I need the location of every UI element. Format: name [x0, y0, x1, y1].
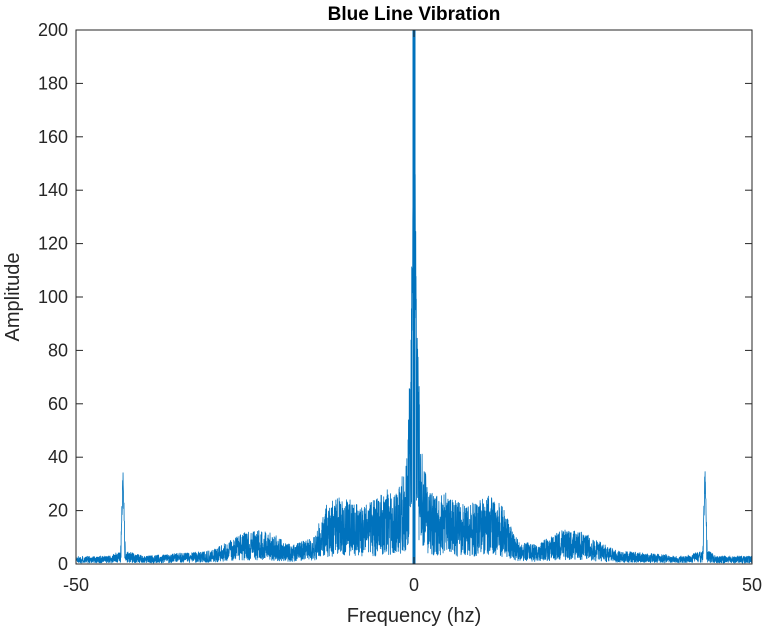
y-tick-label: 60: [48, 394, 68, 414]
x-tick-label: 0: [409, 575, 419, 595]
y-tick-label: 180: [38, 73, 68, 93]
y-tick-label: 160: [38, 127, 68, 147]
y-tick-label: 40: [48, 447, 68, 467]
y-tick-label: 0: [58, 554, 68, 574]
y-tick-label: 80: [48, 340, 68, 360]
y-tick-label: 20: [48, 501, 68, 521]
y-tick-label: 200: [38, 20, 68, 40]
x-axis-label: Frequency (hz): [347, 605, 482, 627]
chart-title: Blue Line Vibration: [328, 4, 501, 25]
y-tick-label: 120: [38, 234, 68, 254]
x-tick-label: -50: [63, 575, 89, 595]
y-axis-label: Amplitude: [2, 253, 24, 342]
y-tick-label: 100: [38, 287, 68, 307]
y-tick-label: 140: [38, 180, 68, 200]
x-tick-label: 50: [742, 575, 762, 595]
